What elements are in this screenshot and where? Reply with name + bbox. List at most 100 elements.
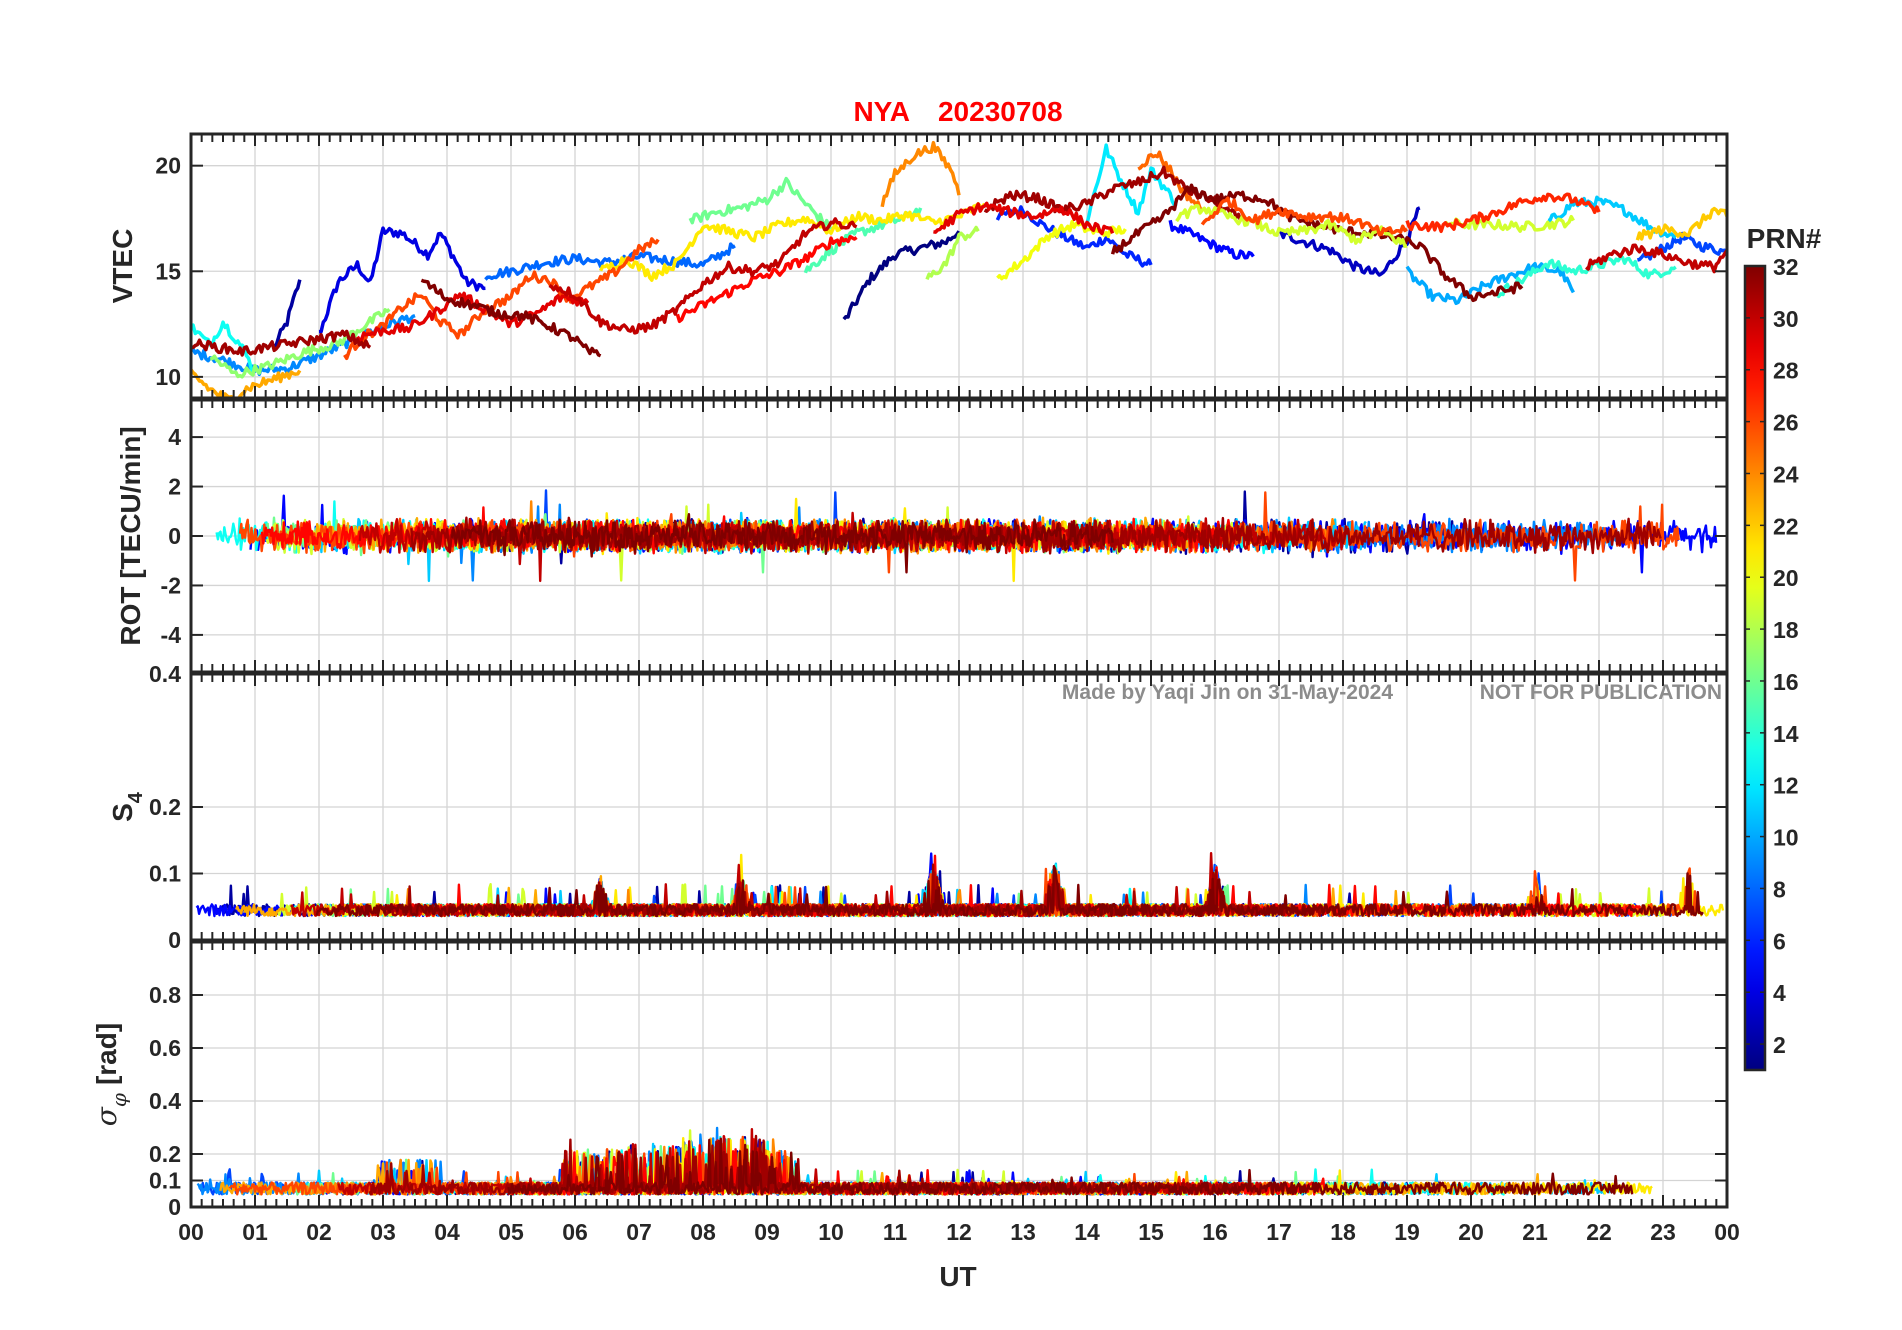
y-tick-label: 4	[168, 424, 181, 450]
panel-3: 0 0.1 0.2 0.4 S4	[107, 661, 1729, 953]
colorbar-tick-label: 12	[1773, 773, 1799, 799]
vtec-series-prn-25	[1137, 150, 1204, 212]
x-tick-label: 14	[1074, 1219, 1100, 1245]
x-tick-label: 06	[562, 1219, 588, 1245]
x-tick-label: 07	[626, 1219, 652, 1245]
plot-frame	[189, 940, 1729, 1209]
y-tick-label: 0	[168, 1194, 181, 1220]
colorbar-tick-label: 30	[1773, 306, 1799, 332]
colorbar-label: PRN#	[1747, 223, 1822, 254]
x-tick-labels: 00 01 02 03 04 05 06 07 08 09 10 11 12 13 14 15 16 17 18 19…	[178, 1219, 1740, 1245]
vtec-series-prn-17	[210, 308, 391, 379]
x-tick-label: 01	[242, 1219, 268, 1245]
vtec-series-prn-1	[842, 230, 961, 321]
colorbar-tick-label: 8	[1773, 876, 1786, 902]
y-tick-label: 0	[168, 927, 181, 953]
x-tick-label: 19	[1394, 1219, 1420, 1245]
y-axis-label: VTEC	[107, 229, 138, 304]
vtec-series-prn-26	[343, 237, 660, 361]
panel-4: 00.10.2 0.4 0.6 0.8 σφ[rad]	[90, 940, 1729, 1220]
vtec-series-prn-18	[925, 225, 980, 281]
x-tick-label: 10	[818, 1219, 844, 1245]
x-tick-label: 03	[370, 1219, 396, 1245]
colorbar-tick-label: 22	[1773, 513, 1799, 539]
vtec-series-prn-26	[1200, 196, 1409, 237]
plot-frame	[189, 672, 1729, 942]
x-tick-label: 13	[1010, 1219, 1036, 1245]
vtec-series-prn-2	[273, 279, 302, 348]
series-prn-32	[507, 1137, 1634, 1196]
x-tick-label: 00	[178, 1219, 204, 1245]
vtec-series-prn-3	[1278, 206, 1421, 277]
y-tick-label: 0.8	[149, 982, 181, 1008]
vtec-series-prn-14	[1495, 255, 1677, 299]
vtec-series-prn-32	[1110, 183, 1524, 303]
data-lines	[191, 140, 1727, 398]
x-tick-label: 22	[1586, 1219, 1612, 1245]
y-tick-label: 0.2	[149, 794, 181, 820]
colorbar-tick-label: 26	[1773, 410, 1799, 436]
x-tick-label: 12	[946, 1219, 972, 1245]
colorbar-tick-label: 32	[1773, 254, 1799, 280]
vtec-series-prn-24	[880, 140, 961, 208]
y-tick-label: 0.1	[149, 861, 181, 887]
x-tick-label: 15	[1138, 1219, 1164, 1245]
series-prn-32	[315, 865, 1704, 918]
colorbar-tick-label: 18	[1773, 617, 1799, 643]
vtec-series-prn-30	[548, 217, 858, 335]
vtec-series-prn-21	[599, 202, 987, 282]
y-tick-label: 0.2	[149, 1141, 181, 1167]
y-tick-label: 10	[155, 364, 181, 390]
vtec-series-prn-31	[191, 329, 372, 357]
y-tick-label: 0.1	[149, 1168, 181, 1194]
vtec-series-prn-6	[995, 205, 1153, 268]
x-tick-label: 02	[306, 1219, 332, 1245]
panel-1: 10 15 20 VTEC	[107, 132, 1729, 400]
x-tick-label: 16	[1202, 1219, 1228, 1245]
y-axis-label: σφ[rad]	[90, 1023, 131, 1126]
x-axis-label: UT	[939, 1261, 976, 1292]
y-tick-label: 20	[155, 153, 181, 179]
colorbar-tick-label: 6	[1773, 928, 1786, 954]
x-tick-label: 21	[1522, 1219, 1548, 1245]
vtec-series-prn-8	[484, 242, 736, 281]
x-tick-label: 20	[1458, 1219, 1484, 1245]
y-tick-label: 0.4	[149, 1088, 181, 1114]
y-tick-label: 0	[168, 523, 181, 549]
series-prn-32	[450, 513, 1114, 574]
y-tick-label: 2	[168, 474, 181, 500]
colorbar-tick-label: 28	[1773, 358, 1799, 384]
vtec-series-prn-27	[1405, 192, 1601, 234]
x-tick-label: 23	[1650, 1219, 1676, 1245]
vtec-series-prn-32	[420, 278, 602, 358]
y-tick-label: -2	[161, 572, 181, 598]
vtec-series-prn-30	[1585, 243, 1727, 274]
vtec-series-prn-20	[996, 219, 1127, 281]
x-tick-label: 05	[498, 1219, 524, 1245]
vtec-series-prn-31	[983, 165, 1243, 222]
data-lines	[196, 1126, 1653, 1196]
vtec-series-prn-12	[1085, 143, 1178, 225]
y-axis-label: ROT [TECU/min]	[115, 426, 146, 645]
data-lines	[215, 489, 1718, 583]
colorbar-gradient	[1743, 264, 1767, 1072]
colorbar-tick-label: 20	[1773, 565, 1799, 591]
x-tick-label: 00	[1714, 1219, 1740, 1245]
figure-title: NYA 20230708	[853, 96, 1062, 127]
vtec-series-prn-22	[1635, 206, 1727, 241]
x-tick-label: 04	[434, 1219, 460, 1245]
colorbar-tick-label: 16	[1773, 669, 1799, 695]
x-tick-label: 17	[1266, 1219, 1292, 1245]
colorbar-tick-label: 10	[1773, 825, 1799, 851]
y-tick-label: -4	[161, 622, 182, 648]
colorbar-tick-label: 4	[1773, 980, 1786, 1006]
plot-frame	[189, 398, 1729, 674]
x-tick-label: 18	[1330, 1219, 1356, 1245]
colorbar-tick-label: 14	[1773, 721, 1799, 747]
colorbar-tick-label: 24	[1773, 461, 1799, 487]
plot-frame	[189, 132, 1729, 400]
vtec-series-prn-19	[1175, 204, 1408, 248]
vtec-series-prn-23	[191, 368, 302, 398]
